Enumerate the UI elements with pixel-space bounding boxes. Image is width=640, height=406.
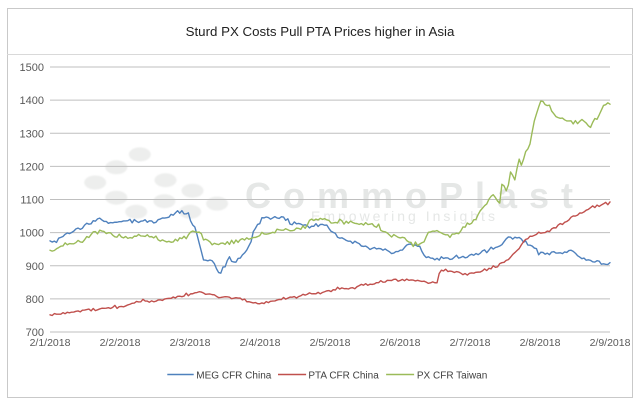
svg-text:1000: 1000 [20,228,44,240]
svg-text:1400: 1400 [20,95,44,107]
svg-text:2/3/2018: 2/3/2018 [170,337,211,349]
svg-text:2/6/2018: 2/6/2018 [380,337,421,349]
svg-text:2/2/2018: 2/2/2018 [100,337,141,349]
svg-text:2/4/2018: 2/4/2018 [240,337,281,349]
svg-text:1200: 1200 [20,161,44,173]
svg-text:1500: 1500 [20,62,44,74]
svg-text:1300: 1300 [20,128,44,140]
svg-text:800: 800 [26,294,44,306]
svg-text:PX CFR Taiwan: PX CFR Taiwan [417,371,487,382]
svg-text:MEG CFR China: MEG CFR China [196,371,271,382]
svg-text:2/5/2018: 2/5/2018 [310,337,351,349]
svg-text:2/7/2018: 2/7/2018 [450,337,491,349]
svg-text:2/9/2018: 2/9/2018 [590,337,631,349]
svg-text:1100: 1100 [20,195,44,207]
svg-text:PTA CFR China: PTA CFR China [308,371,379,382]
svg-text:2/1/2018: 2/1/2018 [30,337,71,349]
svg-text:2/8/2018: 2/8/2018 [520,337,561,349]
svg-text:900: 900 [26,261,44,273]
